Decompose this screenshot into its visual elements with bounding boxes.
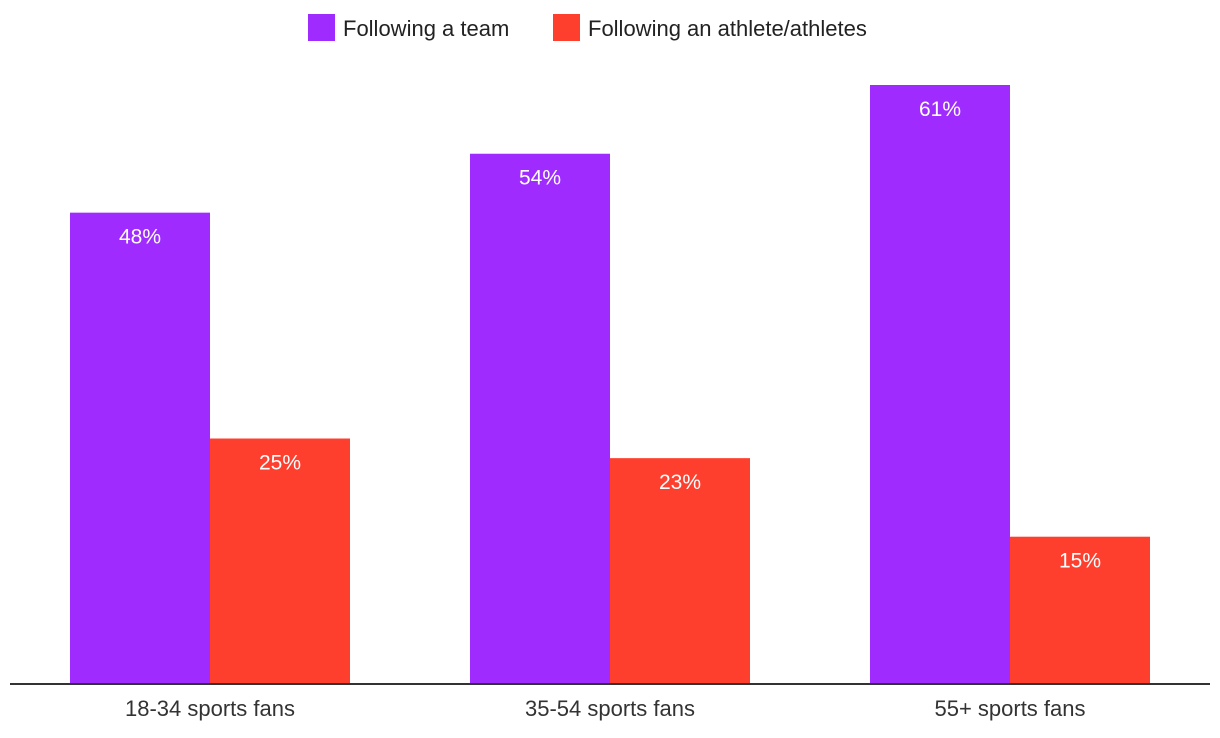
legend-label-2: Following an athlete/athletes bbox=[588, 16, 867, 41]
bar-value-label-team-2: 54% bbox=[519, 167, 561, 190]
chart-bar-labels: 48% 25% 54% 23% 61% 15% bbox=[119, 98, 1101, 573]
x-tick-label-2: 35-54 sports fans bbox=[525, 696, 695, 721]
bar-value-label-athlete-1: 25% bbox=[259, 452, 301, 475]
bar-athlete-2 bbox=[610, 458, 750, 684]
legend-swatch-2 bbox=[553, 14, 580, 41]
bar-team-3 bbox=[870, 85, 1010, 684]
bar-athlete-3 bbox=[1010, 536, 1150, 684]
legend-swatch-1 bbox=[308, 14, 335, 41]
bar-team-1 bbox=[70, 212, 210, 684]
bar-value-label-athlete-2: 23% bbox=[659, 471, 701, 494]
x-tick-label-3: 55+ sports fans bbox=[934, 696, 1085, 721]
bar-value-label-team-1: 48% bbox=[119, 226, 161, 249]
x-axis-ticks: 18-34 sports fans 35-54 sports fans 55+ sp… bbox=[125, 696, 1086, 721]
chart-legend: Following a team Following an athlete/ath… bbox=[308, 14, 867, 41]
chart-bars bbox=[70, 85, 1150, 685]
bar-athlete-1 bbox=[210, 438, 350, 684]
bar-value-label-team-3: 61% bbox=[919, 98, 961, 121]
legend-label-1: Following a team bbox=[343, 16, 509, 41]
bar-team-2 bbox=[470, 153, 610, 685]
bar-value-label-athlete-3: 15% bbox=[1059, 550, 1101, 573]
x-tick-label-1: 18-34 sports fans bbox=[125, 696, 295, 721]
